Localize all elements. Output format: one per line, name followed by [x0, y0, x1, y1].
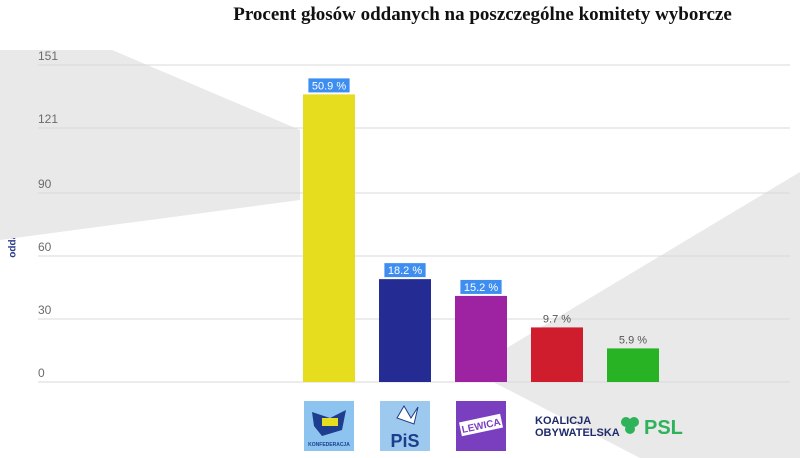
- koalicja-logo-line2: OBYWATELSKA: [535, 427, 620, 439]
- y-tick-label: 0: [38, 366, 45, 380]
- psl-logo-icon: PSL: [621, 417, 683, 439]
- data-label: 50.9 %: [312, 80, 346, 92]
- koalicja-logo-line1: KOALICJA: [535, 415, 591, 427]
- pis-logo-icon: PiS: [380, 401, 430, 451]
- bars: [303, 94, 659, 382]
- chart-title: Procent głosów oddanych na poszczególne …: [233, 4, 732, 25]
- bar-lewica: [455, 295, 507, 382]
- y-tick-label: 60: [38, 240, 52, 254]
- data-label: 15.2 %: [464, 282, 498, 294]
- konfederacja-logo-icon: KONFEDERACJA: [304, 401, 354, 451]
- y-tick-label: 121: [38, 112, 58, 126]
- data-label: 18.2 %: [388, 265, 422, 277]
- data-label-highlight: [460, 279, 502, 294]
- bar-pis: [379, 279, 431, 382]
- psl-logo-text: PSL: [644, 417, 683, 439]
- koalicja-obywatelska-logo-icon: KOALICJA OBYWATELSKA: [535, 415, 620, 439]
- konfederacja-logo-text: KONFEDERACJA: [308, 442, 350, 448]
- pis-logo-text: PiS: [390, 431, 419, 451]
- data-label: 5.9 %: [619, 334, 647, 346]
- bar-konfederacja: [303, 94, 355, 382]
- data-labels: 50.9 % 18.2 % 15.2 % 9.7 % 5.9 %: [308, 78, 647, 346]
- data-label-highlight: [384, 263, 426, 278]
- data-label: 9.7 %: [543, 313, 571, 325]
- party-logos: KONFEDERACJA PiS LEWICA KOALICJA OBYWATE…: [304, 401, 683, 451]
- background-shape-right: [470, 172, 800, 458]
- y-tick-label: 151: [38, 49, 58, 63]
- bar-psl: [607, 348, 659, 382]
- y-tick-label: 90: [38, 177, 52, 191]
- bar-koalicja-obywatelska: [531, 327, 583, 382]
- data-label-highlight: [308, 78, 350, 93]
- lewica-logo-icon: LEWICA: [456, 401, 506, 451]
- y-tick-label: 30: [38, 303, 52, 317]
- background-shape-left: [0, 50, 300, 240]
